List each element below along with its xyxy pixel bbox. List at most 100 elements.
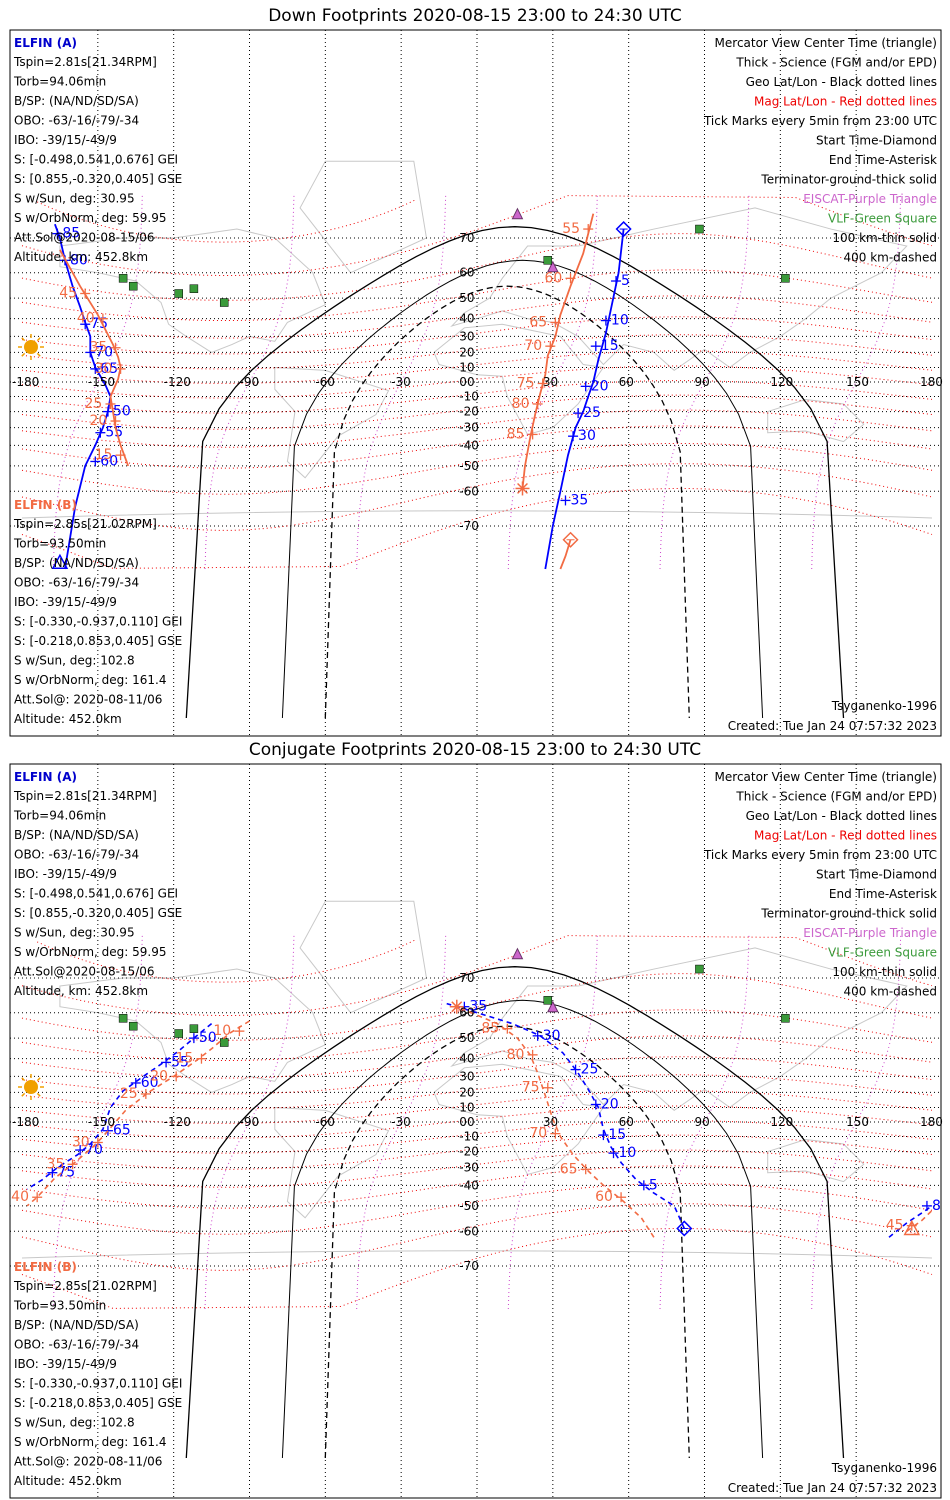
x-tick-label: -150 bbox=[88, 1115, 115, 1129]
footprint-track bbox=[456, 1005, 655, 1238]
elfin-a-info: S w/Sun, deg: 30.95 bbox=[14, 926, 135, 940]
center-triangle bbox=[51, 553, 69, 570]
mag-parallel bbox=[21, 935, 933, 1016]
legend-entry: Thick - Science (FGM and/or EPD) bbox=[735, 790, 937, 804]
track-label: 50 bbox=[199, 1030, 217, 1046]
track-label: 65 bbox=[100, 361, 118, 377]
conjugate-footprints-map: 50 55 60 65 70 75 80 5 10 15 20 25 30 35 10 15 20 25 30 35 4… bbox=[9, 763, 943, 1499]
x-tick-label: -30 bbox=[391, 375, 411, 389]
x-tick-label: -120 bbox=[164, 375, 191, 389]
vlf-square bbox=[174, 289, 183, 298]
elfin-a-name: ELFIN (A) bbox=[14, 770, 77, 784]
x-tick-label: 150 bbox=[846, 375, 869, 389]
track-label: 35 bbox=[469, 999, 487, 1015]
track-label: 35 bbox=[570, 492, 588, 508]
elfin-b-info: S: [-0.218,0.853,0.405] GSE bbox=[14, 1396, 182, 1410]
x-tick-label: 0 bbox=[467, 375, 475, 389]
vlf-square bbox=[219, 298, 229, 307]
track-label: 25 bbox=[120, 1086, 138, 1102]
created-timestamp: Created: Tue Jan 24 07:57:32 2023 bbox=[728, 1481, 937, 1495]
elfin-b-info: S w/Sun, deg: 102.8 bbox=[14, 654, 135, 668]
legend-entry: Start Time-Diamond bbox=[816, 134, 937, 148]
mag-parallel bbox=[21, 1056, 933, 1095]
elfin-a-info: S w/OrbNorm, deg: 59.95 bbox=[14, 945, 166, 959]
x-tick-label: -90 bbox=[240, 1115, 260, 1129]
track-label: 85 bbox=[507, 426, 525, 442]
legend-entry: Geo Lat/Lon - Black dotted lines bbox=[746, 75, 937, 89]
mag-parallel bbox=[21, 1090, 933, 1124]
track-label: 25 bbox=[581, 1062, 599, 1078]
antarctica-outline bbox=[21, 1250, 933, 1259]
vlf-square bbox=[174, 1029, 183, 1038]
continent-outline bbox=[299, 160, 427, 274]
y-tick-label: 50 bbox=[459, 1031, 474, 1045]
elfin-b-name: ELFIN (B) bbox=[14, 498, 77, 512]
mag-parallel bbox=[21, 425, 933, 469]
y-tick-label: 70 bbox=[459, 231, 474, 245]
sun-ray bbox=[21, 1077, 26, 1082]
elfin-a-info: Tspin=2.81s[21.34RPM] bbox=[13, 789, 157, 803]
elfin-b-info: OBO: -63/-16/-79/-34 bbox=[14, 576, 139, 590]
mag-parallel bbox=[21, 394, 933, 430]
sun-ray bbox=[21, 1092, 26, 1097]
x-tick-label: -180 bbox=[12, 1115, 39, 1129]
footprint-track bbox=[906, 1209, 933, 1232]
elfin-a-info: Torb=94.06min bbox=[13, 75, 106, 89]
elfin-a-info: Tspin=2.81s[21.34RPM] bbox=[13, 55, 157, 69]
legend-entry: VLF-Green Square bbox=[828, 946, 937, 960]
track-label: 30 bbox=[95, 361, 113, 377]
y-tick-label: -20 bbox=[459, 405, 479, 419]
legend-entry: Thick - Science (FGM and/or EPD) bbox=[735, 56, 937, 70]
x-tick-label: 180 bbox=[920, 1115, 943, 1129]
mag-parallel bbox=[21, 295, 933, 339]
elfin-b-info: Altitude: 452.0km bbox=[14, 1474, 122, 1488]
track-label: 70 bbox=[85, 1142, 103, 1158]
map-layer: 5055606570758085510152025303515202530354… bbox=[10, 30, 941, 736]
x-tick-label: 120 bbox=[770, 1115, 793, 1129]
elfin-a-info: IBO: -39/15/-49/9 bbox=[14, 133, 117, 147]
elfin-a-info: S: [-0.498,0.541,0.676] GEI bbox=[14, 153, 178, 167]
track-label: 85 bbox=[481, 1021, 499, 1037]
x-tick-label: -180 bbox=[12, 375, 39, 389]
sun-ray bbox=[36, 1077, 41, 1082]
sun-ray bbox=[36, 1092, 41, 1097]
vlf-square bbox=[189, 1024, 199, 1033]
elfin-b-info: Tspin=2.85s[21.02RPM] bbox=[13, 1279, 157, 1293]
track-label: 55 bbox=[171, 1054, 189, 1070]
elfin-b-info: B/SP: (NA/ND/SD/SA) bbox=[14, 556, 139, 570]
x-tick-label: -60 bbox=[315, 375, 335, 389]
track-label: 75 bbox=[57, 1165, 75, 1181]
bottom-panel-title: Conjugate Footprints 2020-08-15 23:00 to… bbox=[248, 740, 702, 760]
map-layer: 50 55 60 65 70 75 80 5 10 15 20 25 30 35 10 15 20 25 30 35 4… bbox=[10, 764, 941, 1498]
down-footprints-map: 5055606570758085510152025303515202530354… bbox=[9, 29, 943, 737]
track-label: 25 bbox=[583, 405, 601, 421]
track-label: 15 bbox=[608, 1127, 626, 1143]
mag-parallel bbox=[21, 365, 933, 399]
mag-parallel bbox=[21, 316, 933, 355]
track-label: 75 bbox=[517, 375, 535, 391]
eiscat-triangle bbox=[511, 947, 524, 960]
legend-entry: Tick Marks every 5min from 23:00 UTC bbox=[703, 848, 937, 862]
elfin-a-info: S: [0.855,-0.320,0.405] GSE bbox=[14, 906, 182, 920]
track-label: 70 bbox=[95, 344, 113, 360]
start-diamond bbox=[562, 531, 579, 548]
vlf-square bbox=[781, 1014, 790, 1023]
elfin-b-name: ELFIN (B) bbox=[14, 1260, 77, 1274]
track-label: 20 bbox=[591, 378, 609, 394]
track-label: 85 bbox=[62, 226, 80, 242]
legend-entry: Mercator View Center Time (triangle) bbox=[715, 36, 937, 50]
end-asterisk bbox=[451, 1001, 463, 1013]
track-label: 10 bbox=[213, 1023, 231, 1039]
elfin-a-name: ELFIN (A) bbox=[14, 36, 77, 50]
track-label: 55 bbox=[562, 221, 580, 237]
vlf-square bbox=[128, 1021, 138, 1031]
legend-entry: VLF-Green Square bbox=[828, 212, 937, 226]
legend-entry: Tick Marks every 5min from 23:00 UTC bbox=[703, 114, 937, 128]
continent-outline bbox=[299, 900, 427, 1014]
track-label: 10 bbox=[619, 1145, 637, 1161]
legend-entry: Terminator-ground-thick solid bbox=[760, 173, 937, 187]
y-tick-label: -10 bbox=[459, 390, 479, 404]
terminator-ground bbox=[185, 966, 845, 1459]
track-label: 25 bbox=[84, 396, 102, 412]
track-label: 30 bbox=[578, 428, 596, 444]
